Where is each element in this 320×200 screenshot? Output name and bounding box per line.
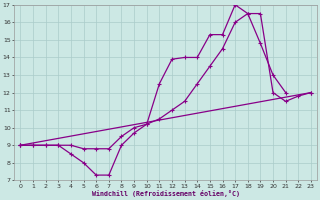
X-axis label: Windchill (Refroidissement éolien,°C): Windchill (Refroidissement éolien,°C) [92,190,240,197]
